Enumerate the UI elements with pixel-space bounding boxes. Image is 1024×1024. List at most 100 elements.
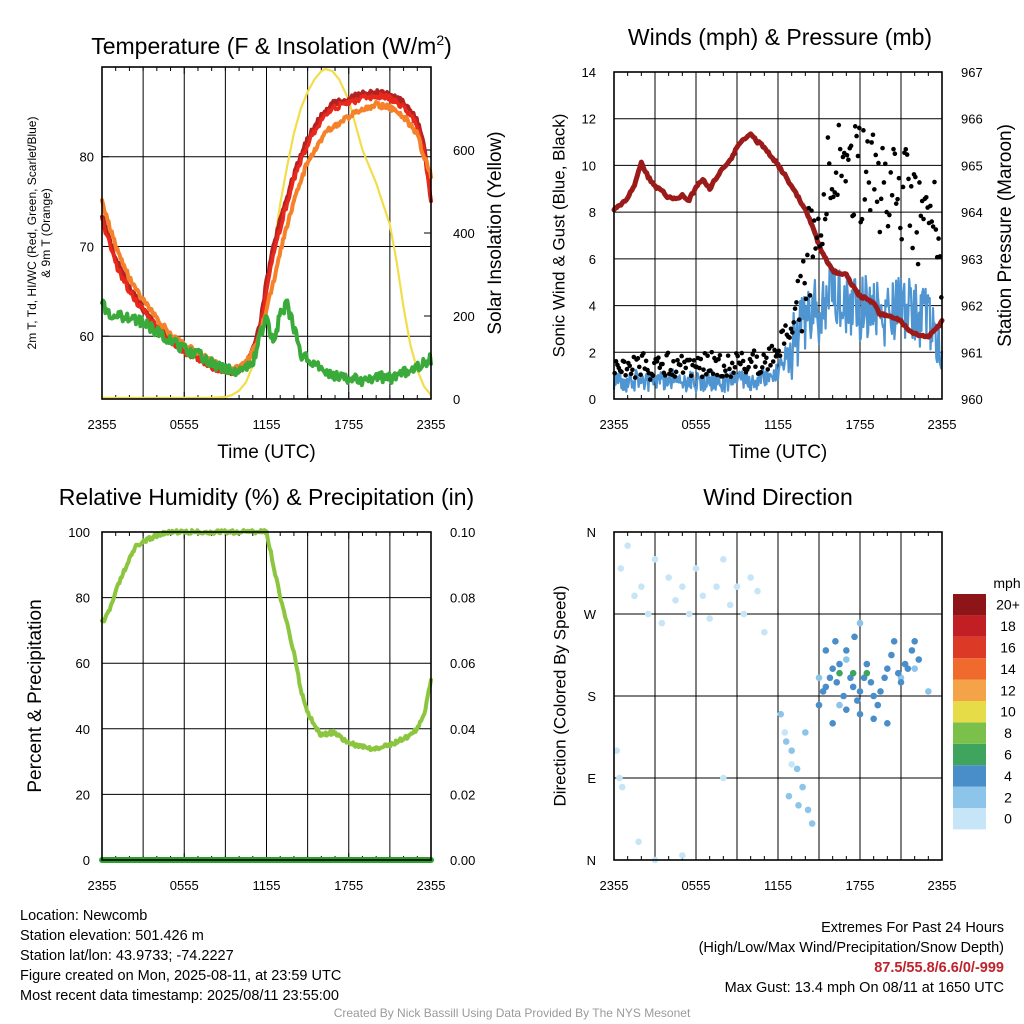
y-tick-label-left: 40	[76, 722, 90, 737]
direction-point	[740, 610, 748, 618]
gust-point	[903, 146, 909, 152]
gust-point	[877, 229, 883, 235]
direction-point	[843, 656, 850, 663]
plot-frame	[101, 66, 432, 400]
y-tick-label-left: 6	[589, 252, 596, 267]
y-tick-label-right: 962	[961, 299, 983, 314]
gust-point	[898, 225, 903, 231]
y-tick-label-right: 961	[961, 345, 983, 360]
extremes-subtitle: (High/Low/Max Wind/Precipitation/Snow De…	[698, 940, 1004, 956]
gust-point	[792, 306, 798, 311]
gust-point	[740, 358, 746, 364]
gust-point	[846, 157, 851, 163]
gust-point	[895, 196, 900, 202]
panel-1: 2355 0555 1155 1755 2355 60 70 80 0 200 400 600 Temp…	[25, 32, 475, 463]
x-tick-label: 2355	[417, 417, 446, 432]
direction-point	[822, 647, 830, 654]
legend-swatch	[953, 636, 986, 659]
gust-point	[829, 187, 835, 192]
direction-point	[911, 665, 918, 672]
gust-point	[624, 366, 630, 372]
gust-point	[777, 353, 783, 359]
direction-point	[747, 574, 754, 581]
gust-point	[641, 351, 646, 356]
x-tick-label: 1155	[253, 878, 281, 893]
gust-point	[821, 192, 827, 197]
gust-point	[613, 359, 619, 364]
y-tick-label: W	[584, 607, 597, 622]
direction-point	[840, 692, 847, 700]
gust-point	[918, 213, 924, 219]
direction-point	[863, 660, 871, 668]
x-tick-label: 2355	[417, 878, 446, 893]
gust-point	[929, 219, 935, 224]
gust-point	[727, 366, 732, 372]
gust-point	[691, 358, 697, 363]
x-axis-label: Time (UTC)	[729, 442, 828, 463]
direction-point	[815, 674, 823, 682]
x-tick-label: 1155	[253, 417, 281, 432]
legend-label: 0	[1004, 811, 1012, 827]
y-tick-label: E	[587, 771, 596, 786]
legend-label: 18	[1000, 618, 1016, 634]
gust-point	[675, 357, 680, 363]
direction-point	[651, 556, 659, 563]
direction-point	[617, 565, 625, 572]
gust-point	[788, 326, 794, 332]
gust-point	[776, 348, 781, 354]
gust-point	[836, 122, 842, 128]
y-tick-label-left: 2	[589, 345, 596, 360]
gust-point	[923, 195, 929, 200]
x-tick-label: 2355	[88, 878, 117, 893]
y-tick-label-right: 200	[453, 309, 475, 324]
gust-point	[798, 273, 803, 279]
gust-point	[735, 353, 740, 359]
y-tick-label-right: 965	[961, 158, 983, 173]
direction-point	[720, 556, 727, 563]
gust-point	[900, 184, 906, 190]
legend-swatch	[953, 679, 986, 701]
direction-point	[863, 669, 871, 677]
gust-point	[910, 245, 915, 251]
direction-point	[672, 597, 679, 604]
y-tick-label-right: 0.08	[450, 591, 475, 606]
y-tick-label-right: 960	[961, 392, 983, 407]
y-axis-label-right: Solar Insolation (Yellow)	[485, 131, 506, 334]
direction-point	[815, 701, 823, 709]
gust-point	[810, 254, 816, 260]
gust-point	[861, 128, 866, 133]
gust-point	[729, 360, 735, 366]
gust-point	[803, 296, 809, 302]
direction-point	[904, 665, 912, 672]
y-tick-label-right: 963	[961, 252, 983, 267]
gust-point	[708, 368, 713, 373]
x-tick-label: 0555	[682, 878, 711, 893]
y-tick-label-left: 70	[80, 239, 94, 254]
gust-point	[671, 359, 676, 364]
gust-point	[882, 161, 888, 167]
gust-point	[807, 293, 813, 298]
y-axis-label: Direction (Colored By Speed)	[550, 585, 569, 806]
y-tick-label-right: 966	[961, 112, 983, 127]
plot-frame	[613, 531, 943, 861]
gust-point	[635, 356, 641, 361]
direction-point	[836, 669, 843, 677]
gust-point	[933, 227, 939, 232]
y-axis-label-left: 2m T, Td, HI/WC (Red, Green, Scarlet/Blu…	[25, 117, 53, 350]
credit-text: Created By Nick Bassill Using Data Provi…	[333, 1006, 691, 1020]
legend-label: 16	[1000, 640, 1016, 656]
gust-point	[698, 356, 704, 362]
insolation-line	[100, 68, 433, 399]
direction-point	[925, 688, 932, 695]
gust-point	[887, 212, 892, 218]
gust-point	[709, 349, 715, 355]
direction-point	[618, 783, 626, 791]
gust-point	[937, 254, 943, 259]
gust-point	[628, 371, 634, 377]
x-tick-label: 1755	[846, 417, 875, 432]
gust-point	[888, 170, 894, 175]
gust-point	[680, 370, 686, 375]
gust-point	[885, 223, 891, 229]
y-axis-label-right: Station Pressure (Maroon)	[995, 124, 1016, 347]
